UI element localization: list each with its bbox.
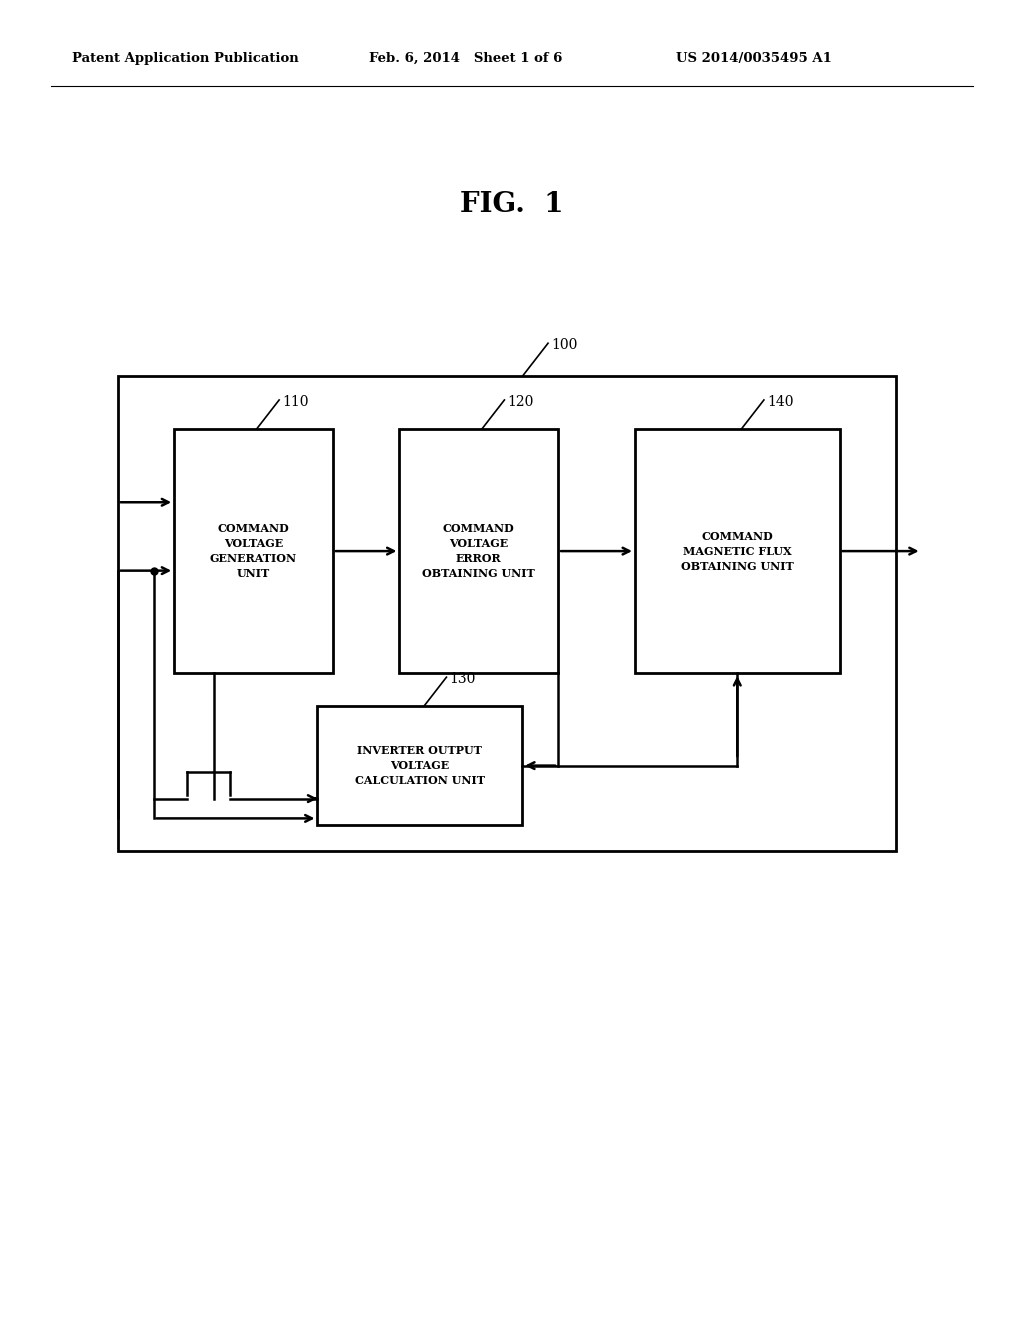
- Text: COMMAND
VOLTAGE
ERROR
OBTAINING UNIT: COMMAND VOLTAGE ERROR OBTAINING UNIT: [422, 523, 536, 579]
- Text: 140: 140: [767, 395, 794, 409]
- Text: COMMAND
VOLTAGE
GENERATION
UNIT: COMMAND VOLTAGE GENERATION UNIT: [210, 523, 297, 579]
- Text: FIG.  1: FIG. 1: [460, 191, 564, 218]
- Text: INVERTER OUTPUT
VOLTAGE
CALCULATION UNIT: INVERTER OUTPUT VOLTAGE CALCULATION UNIT: [355, 744, 484, 787]
- Text: Feb. 6, 2014   Sheet 1 of 6: Feb. 6, 2014 Sheet 1 of 6: [369, 51, 562, 65]
- Bar: [635, 429, 840, 673]
- Text: 110: 110: [283, 395, 308, 409]
- Text: US 2014/0035495 A1: US 2014/0035495 A1: [676, 51, 831, 65]
- Bar: [118, 376, 896, 851]
- Bar: [174, 429, 333, 673]
- Text: COMMAND
MAGNETIC FLUX
OBTAINING UNIT: COMMAND MAGNETIC FLUX OBTAINING UNIT: [681, 531, 794, 572]
- Text: 100: 100: [551, 338, 578, 352]
- Text: Patent Application Publication: Patent Application Publication: [72, 51, 298, 65]
- Bar: [399, 429, 558, 673]
- Text: 120: 120: [508, 395, 534, 409]
- Text: 130: 130: [450, 672, 476, 686]
- Bar: [317, 706, 522, 825]
